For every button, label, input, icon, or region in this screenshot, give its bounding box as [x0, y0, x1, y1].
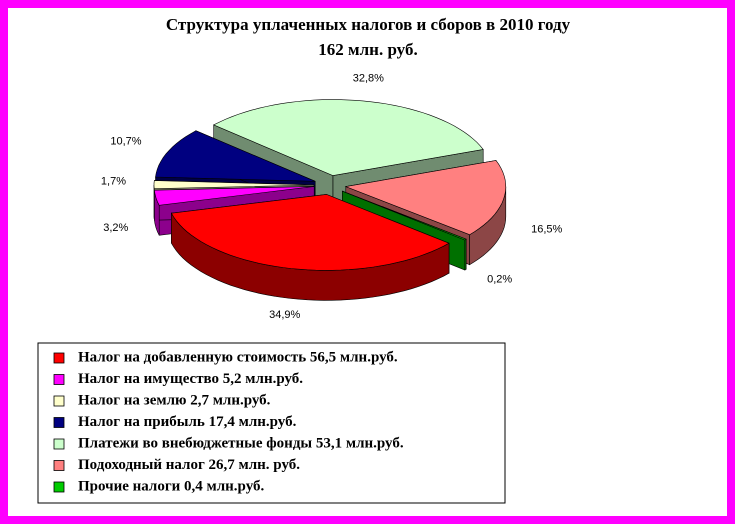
slice [170, 193, 450, 301]
slice-side [464, 238, 467, 271]
chart-title: Структура уплаченных налогов и сборов в … [166, 15, 571, 34]
slice-top [154, 186, 315, 206]
slice-top [212, 99, 484, 176]
legend-swatch [53, 460, 65, 471]
data-label: 32,8% [353, 72, 384, 84]
data-label: 1,7% [101, 176, 126, 188]
slice-top [153, 180, 315, 190]
slice-top [344, 160, 507, 236]
slice-top [155, 130, 316, 182]
legend-label: Подоходный налог 26,7 млн. руб. [78, 457, 300, 473]
legend-box [37, 342, 506, 504]
legend-swatch [53, 352, 65, 364]
legend-label: Налог на имущество 5,2 млн.руб. [78, 371, 303, 387]
legend-label: Платежи во внебюджетные фонды 53,1 млн.р… [78, 435, 404, 451]
legend-label: Налог на землю 2,7 млн.руб. [78, 392, 271, 408]
data-label: 10,7% [110, 136, 141, 148]
legend-swatch [53, 374, 65, 385]
chart-subtitle: 162 млн. руб. [318, 40, 417, 59]
legend-swatch [53, 395, 65, 407]
data-label: 0,2% [487, 273, 512, 285]
legend-swatch [53, 417, 65, 428]
slice-top [342, 190, 467, 241]
data-label: 34,9% [269, 309, 300, 321]
legend-label: Налог на добавленную стоимость 56,5 млн.… [78, 349, 398, 365]
legend-label: Прочие налоги 0,4 млн.руб. [78, 478, 264, 494]
data-label: 16,5% [531, 224, 562, 236]
legend-swatch [53, 481, 65, 493]
slice-top [170, 194, 450, 271]
legend-swatch [53, 438, 65, 450]
legend-label: Налог на прибыль 17,4 млн.руб. [78, 414, 297, 430]
data-label: 3,2% [103, 222, 128, 234]
